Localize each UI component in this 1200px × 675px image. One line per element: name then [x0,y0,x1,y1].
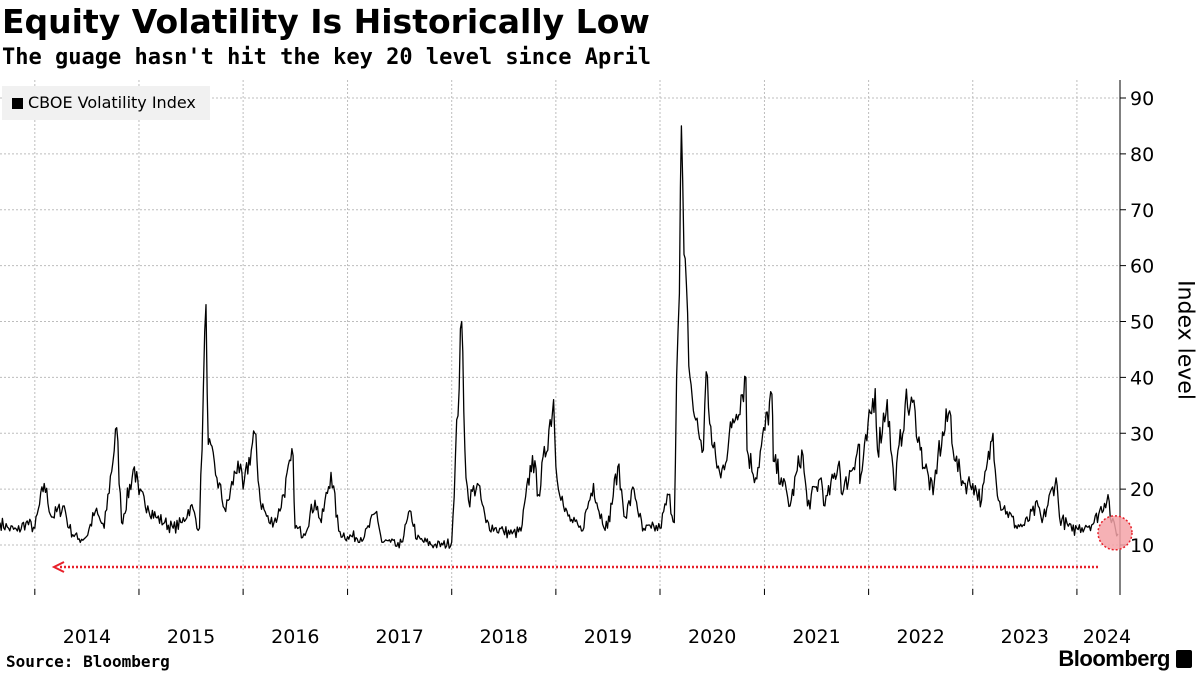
x-tick-label: 2020 [688,626,736,648]
chart-subtitle: The guage hasn't hit the key 20 level si… [2,45,652,70]
y-tick-label: 20 [1130,479,1154,501]
x-tick-label: 2023 [1001,626,1049,648]
brand-icon [1176,650,1192,668]
y-tick-label: 90 [1130,88,1154,110]
x-tick-label: 2017 [375,626,423,648]
x-tick-label: 2015 [167,626,215,648]
y-tick-label: 80 [1130,144,1154,166]
y-tick-label: 40 [1130,367,1154,389]
y-tick-label: 50 [1130,312,1154,334]
x-tick-label: 2022 [897,626,945,648]
y-axis-title: Index level [1172,280,1198,400]
x-tick-label: 2018 [480,626,528,648]
x-tick-label: 2014 [63,626,111,648]
y-tick-label: 10 [1130,535,1154,557]
legend-swatch [12,98,23,109]
x-tick-label: 2016 [271,626,319,648]
y-tick-label: 70 [1130,200,1154,222]
brand-logo: Bloomberg [1058,646,1170,671]
vix-series-line [0,125,1119,549]
y-tick-label: 30 [1130,423,1154,445]
chart-title: Equity Volatility Is Historically Low [2,2,650,41]
x-tick-label: 2021 [792,626,840,648]
chart-legend: CBOE Volatility Index [2,86,210,120]
x-tick-label: 2024 [1083,626,1131,648]
source-note: Source: Bloomberg [6,652,170,671]
annotation-arrowhead [51,561,65,573]
legend-label: CBOE Volatility Index [28,93,196,112]
x-tick-label: 2019 [584,626,632,648]
y-tick-label: 60 [1130,256,1154,278]
latest-value-highlight [1097,515,1133,551]
